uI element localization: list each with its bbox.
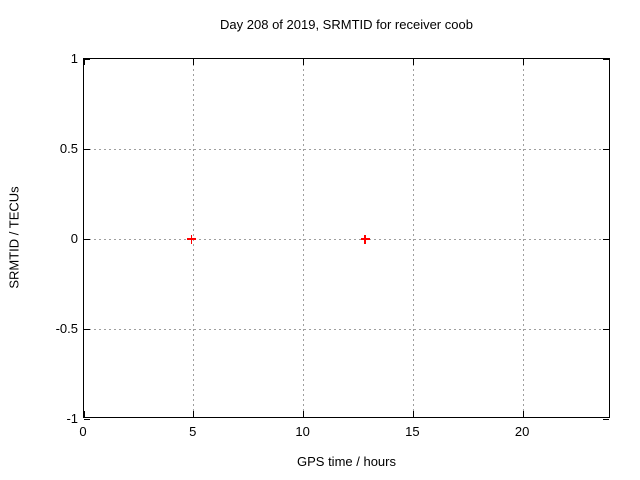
x-tick-mark-bottom xyxy=(303,411,305,417)
y-tick-mark-right xyxy=(603,148,609,150)
y-tick-mark-right xyxy=(603,238,609,240)
x-gridline xyxy=(522,59,524,417)
x-tick-mark-bottom xyxy=(193,411,195,417)
data-point-marker xyxy=(360,234,370,244)
x-tick-label: 15 xyxy=(405,424,420,439)
y-tick-mark-left xyxy=(84,328,90,330)
y-tick-mark-left xyxy=(84,418,90,420)
x-gridline xyxy=(412,59,414,417)
data-point-marker xyxy=(187,234,197,244)
y-tick-mark-left xyxy=(84,148,90,150)
x-axis-label: GPS time / hours xyxy=(297,454,396,469)
y-tick-mark-right xyxy=(603,58,609,60)
y-tick-label: 0.5 xyxy=(59,140,78,156)
x-tick-mark-bottom xyxy=(412,411,414,417)
y-tick-mark-left xyxy=(84,238,90,240)
marker-arm-vertical xyxy=(190,234,193,244)
x-tick-mark-bottom xyxy=(522,411,524,417)
x-tick-mark-top xyxy=(412,59,414,65)
y-tick-label: 0 xyxy=(70,230,78,246)
y-tick-label: 1 xyxy=(70,50,78,66)
y-tick-mark-right xyxy=(603,328,609,330)
y-tick-mark-left xyxy=(84,58,90,60)
y-tick-label: -1 xyxy=(66,410,78,426)
y-gridline xyxy=(84,238,609,240)
y-gridline xyxy=(84,148,609,150)
x-tick-label: 10 xyxy=(295,424,310,439)
x-gridline xyxy=(303,59,305,417)
y-gridline xyxy=(84,328,609,330)
chart-title: Day 208 of 2019, SRMTID for receiver coo… xyxy=(220,17,473,32)
x-tick-label: 0 xyxy=(79,424,87,439)
x-tick-mark-top xyxy=(193,59,195,65)
x-tick-label: 5 xyxy=(189,424,197,439)
x-tick-label: 20 xyxy=(514,424,530,439)
x-tick-mark-bottom xyxy=(83,411,85,417)
x-tick-mark-top xyxy=(83,59,85,65)
y-tick-mark-right xyxy=(603,418,609,420)
x-tick-mark-top xyxy=(522,59,524,65)
x-gridline xyxy=(193,59,195,417)
plot-area xyxy=(83,58,610,420)
marker-arm-vertical xyxy=(364,234,366,244)
y-tick-label: -0.5 xyxy=(55,320,78,336)
x-tick-mark-top xyxy=(303,59,305,65)
